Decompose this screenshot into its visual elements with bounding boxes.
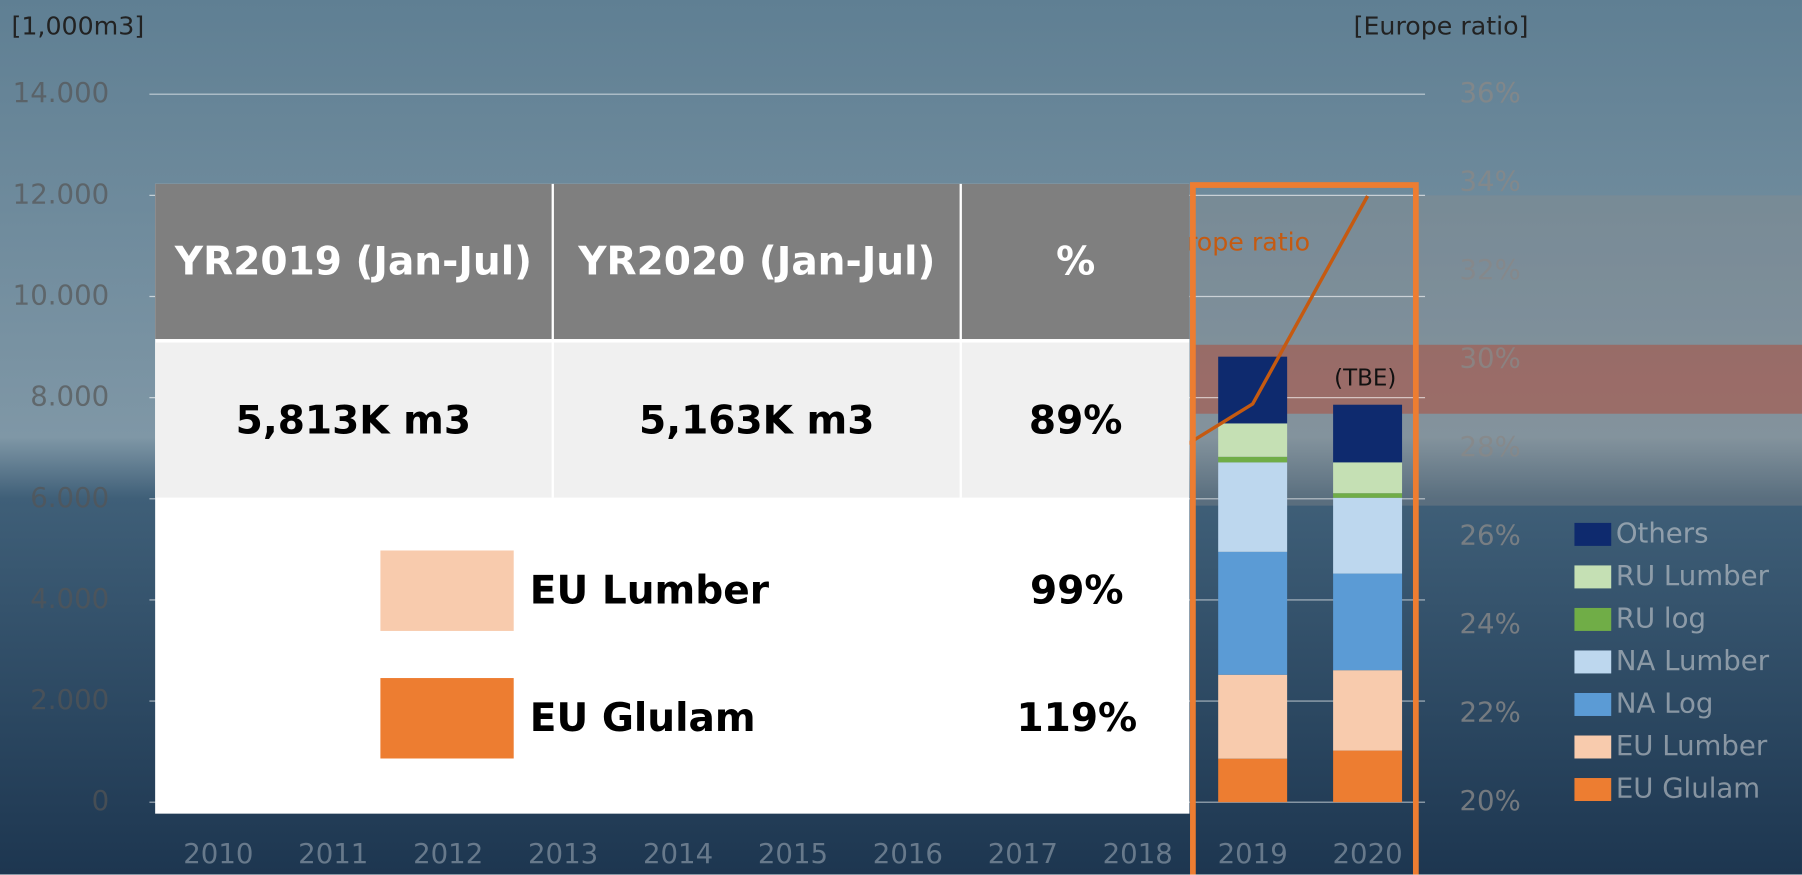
y2-tick-label: 30% xyxy=(1460,342,1521,375)
header-cell: % xyxy=(960,184,1190,339)
item-value: 99% xyxy=(983,550,1171,630)
legend-swatch xyxy=(1574,736,1611,759)
y2-tick-label: 26% xyxy=(1460,519,1521,552)
legend-swatch xyxy=(1574,608,1611,631)
bar-segment xyxy=(1333,462,1402,493)
legend-label: EU Glulam xyxy=(1616,772,1760,805)
bar-segment xyxy=(1333,751,1402,803)
y-tick-label: 2.000 xyxy=(30,683,109,716)
cell: 5,813K m3 xyxy=(155,342,551,497)
y-tick-label: 8.000 xyxy=(30,380,109,413)
x-tick-label: 2017 xyxy=(988,837,1058,870)
y-tick-label: 0 xyxy=(92,784,110,817)
bar-segment xyxy=(1218,552,1287,675)
item-value: 119% xyxy=(983,678,1171,758)
annotation: (TBE) xyxy=(1334,366,1396,392)
x-tick-label: 2011 xyxy=(298,837,368,870)
x-tick-label: 2019 xyxy=(1218,837,1288,870)
bar-segment xyxy=(1218,357,1287,424)
swatch xyxy=(380,550,513,630)
x-tick-label: 2010 xyxy=(183,837,253,870)
y-tick-label: 12.000 xyxy=(13,177,110,210)
swatch xyxy=(380,678,513,758)
y2-tick-label: 24% xyxy=(1460,607,1521,640)
legend-label: NA Lumber xyxy=(1616,644,1770,677)
x-tick-label: 2020 xyxy=(1332,837,1402,870)
legend-label: Others xyxy=(1616,516,1709,549)
bar-segment xyxy=(1333,670,1402,750)
y2-tick-label: 32% xyxy=(1460,253,1521,286)
x-tick-label: 2012 xyxy=(413,837,483,870)
legend-swatch xyxy=(1574,693,1611,716)
bar-segment xyxy=(1333,405,1402,463)
item-label: EU Lumber xyxy=(530,550,769,630)
item-label: EU Glulam xyxy=(530,678,756,758)
header-cell: YR2019 (Jan-Jul) xyxy=(155,184,551,339)
y-axis-label: [1,000m3] xyxy=(11,12,144,41)
legend-swatch xyxy=(1574,778,1611,801)
y-tick-label: 4.000 xyxy=(30,582,109,615)
bar-segment xyxy=(1218,423,1287,456)
y-tick-label: 10.000 xyxy=(13,279,110,312)
legend-swatch xyxy=(1574,565,1611,588)
cell: 5,163K m3 xyxy=(552,342,960,497)
table: YR2019 (Jan-Jul) YR2020 (Jan-Jul) % 5,81… xyxy=(155,184,1189,814)
y2-axis-label: [Europe ratio] xyxy=(1354,12,1529,41)
y2-tick-label: 22% xyxy=(1460,696,1521,729)
slide: [1,000m3] [Europe ratio] 0 2.000 4.000 6.00… xyxy=(0,0,1802,875)
y-tick-label: 6.000 xyxy=(30,481,109,514)
bar-segment xyxy=(1218,759,1287,802)
y-tick-label: 14.000 xyxy=(13,76,110,109)
legend-swatch xyxy=(1574,523,1611,546)
cell: 89% xyxy=(960,342,1190,497)
bar-segment xyxy=(1333,493,1402,498)
bar-segment xyxy=(1218,462,1287,552)
y2-tick-label: 34% xyxy=(1460,165,1521,198)
header-cell: YR2020 (Jan-Jul) xyxy=(552,184,960,339)
bar-segment xyxy=(1333,574,1402,671)
x-tick-label: 2015 xyxy=(758,837,828,870)
x-tick-label: 2013 xyxy=(528,837,598,870)
x-tick-label: 2014 xyxy=(643,837,713,870)
x-tick-label: 2016 xyxy=(873,837,943,870)
bar-segment xyxy=(1218,675,1287,759)
legend-label: NA Log xyxy=(1616,686,1714,719)
legend-label: RU log xyxy=(1616,601,1706,634)
y2-tick-label: 36% xyxy=(1460,76,1521,109)
legend-swatch xyxy=(1574,650,1611,673)
y2-tick-label: 20% xyxy=(1460,784,1521,817)
legend-label: EU Lumber xyxy=(1616,729,1768,762)
bar-segment xyxy=(1333,498,1402,574)
y2-tick-label: 28% xyxy=(1460,430,1521,463)
x-tick-label: 2018 xyxy=(1103,837,1173,870)
legend-label: RU Lumber xyxy=(1616,559,1770,592)
bar-segment xyxy=(1218,457,1287,463)
